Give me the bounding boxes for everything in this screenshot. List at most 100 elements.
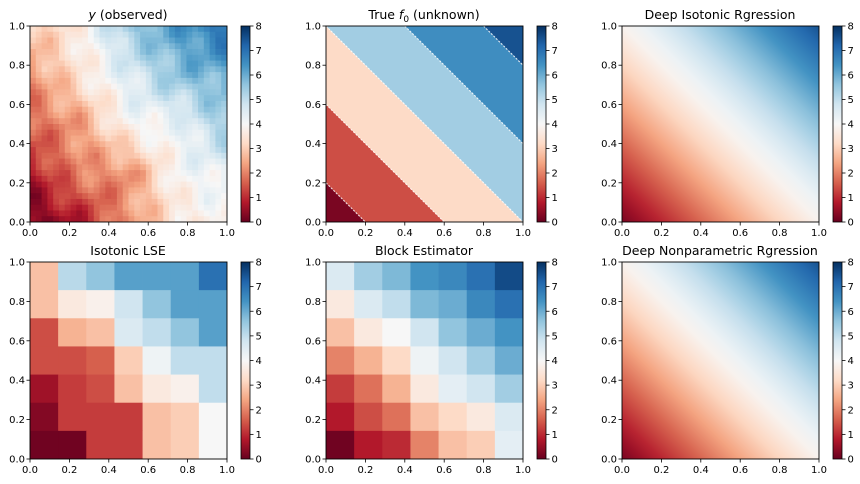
heatmap-cell: [186, 37, 193, 44]
y-tick-label: 0.8: [9, 297, 25, 308]
y-tick-label: 1.0: [305, 22, 321, 33]
heatmap-cell: [192, 54, 199, 62]
heatmap-cell: [140, 152, 147, 160]
heatmap-cell: [157, 210, 164, 217]
heatmap-cell: [163, 118, 170, 125]
heatmap-cell: [70, 112, 77, 119]
heatmap-cell: [134, 198, 141, 206]
heatmap-cell: [47, 72, 54, 79]
heatmap-cell: [111, 60, 118, 67]
heatmap-cell: [128, 72, 135, 79]
heatmap-cell: [215, 66, 222, 73]
colorbar-tick-label: 4: [848, 356, 854, 367]
heatmap-cell: [58, 43, 66, 50]
heatmap-cell: [180, 124, 187, 131]
heatmap-cell: [145, 112, 153, 119]
heatmap-cell: [111, 152, 118, 160]
axes-frame: [621, 25, 820, 223]
heatmap-cell: [209, 66, 216, 73]
heatmap-cell: [116, 147, 124, 154]
heatmap-cell: [180, 100, 187, 108]
band-region: [326, 104, 523, 222]
heatmap-cell: [99, 210, 106, 217]
colorbar-tick-label: 7: [552, 282, 558, 293]
x-tick-label: 0.0: [22, 228, 38, 239]
heatmap-cell: [163, 175, 170, 183]
x-tick-label: 0.4: [101, 465, 117, 476]
heatmap-cell: [116, 141, 124, 148]
heatmap-cell: [180, 129, 187, 137]
heatmap-cell: [58, 26, 66, 33]
heatmap-cell: [221, 170, 227, 177]
heatmap-cell: [41, 164, 48, 171]
y-tick-label: 0.0: [305, 455, 321, 466]
heatmap-cell: [186, 100, 193, 108]
heatmap-cell: [128, 112, 135, 119]
heatmap-cell: [99, 43, 106, 50]
heatmap-cell: [221, 37, 227, 44]
heatmap-cell: [145, 152, 153, 160]
heatmap-cell: [70, 72, 77, 79]
heatmap-cell: [209, 141, 216, 148]
heatmap-cell: [122, 210, 129, 217]
heatmap-cell: [186, 31, 193, 39]
heatmap-cell: [41, 124, 48, 131]
heatmap-cell: [87, 54, 95, 62]
heatmap-cell: [70, 152, 77, 160]
heatmap-cell: [151, 37, 158, 44]
y-tick-label: 0.2: [601, 415, 617, 426]
heatmap-cell: [438, 430, 468, 459]
heatmap-cell: [82, 43, 89, 50]
heatmap-cell: [105, 181, 112, 188]
heatmap-cell: [35, 175, 43, 183]
heatmap-cell: [99, 170, 106, 177]
heatmap-cell: [134, 124, 141, 131]
y-tick-label: 0.2: [601, 178, 617, 189]
heatmap-cell: [326, 290, 355, 319]
heatmap-cell: [169, 129, 176, 137]
heatmap-cell: [163, 170, 170, 177]
heatmap-cell: [122, 77, 129, 85]
heatmap-cell: [128, 181, 135, 188]
heatmap-cell: [86, 374, 115, 404]
heatmap-cell: [169, 216, 176, 222]
heatmap-cell: [35, 141, 43, 148]
heatmap-cell: [169, 106, 176, 113]
colorbar-tick-label: 0: [552, 218, 558, 229]
heatmap-cell: [128, 66, 135, 73]
heatmap-cell: [76, 135, 83, 142]
heatmap-cell: [41, 158, 48, 165]
heatmap-cell: [180, 89, 187, 96]
y-tick-label: 0.0: [9, 455, 25, 466]
heatmap-cell: [47, 187, 54, 194]
axes-frame: [621, 261, 820, 460]
heatmap-cell: [99, 77, 106, 85]
heatmap-cell: [174, 175, 182, 183]
heatmap-cell: [58, 72, 66, 79]
heatmap-cell: [174, 112, 182, 119]
heatmap-cell: [64, 204, 72, 211]
heatmap-cell: [87, 216, 95, 222]
heatmap-cell: [209, 89, 216, 96]
heatmap-cell: [145, 158, 153, 165]
heatmap-cell: [30, 210, 37, 217]
heatmap-cell: [64, 100, 72, 108]
heatmap-cell: [198, 170, 205, 177]
heatmap-cell: [70, 83, 77, 90]
heatmap-cell: [145, 181, 153, 188]
heatmap-cell: [41, 72, 48, 79]
heatmap-cell: [151, 106, 158, 113]
colorbar-tick-label: 1: [552, 193, 558, 204]
heatmap-cell: [30, 430, 59, 459]
heatmap-cell: [30, 43, 37, 50]
heatmap-cell: [35, 60, 43, 67]
heatmap-cell: [86, 290, 115, 319]
heatmap-cell: [76, 112, 83, 119]
heatmap-cell: [157, 118, 164, 125]
heatmap-cell: [87, 152, 95, 160]
heatmap-cell: [87, 181, 95, 188]
heatmap-cell: [47, 66, 54, 73]
heatmap-cell: [163, 152, 170, 160]
heatmap-cell: [151, 100, 158, 108]
heatmap-cell: [76, 175, 83, 183]
